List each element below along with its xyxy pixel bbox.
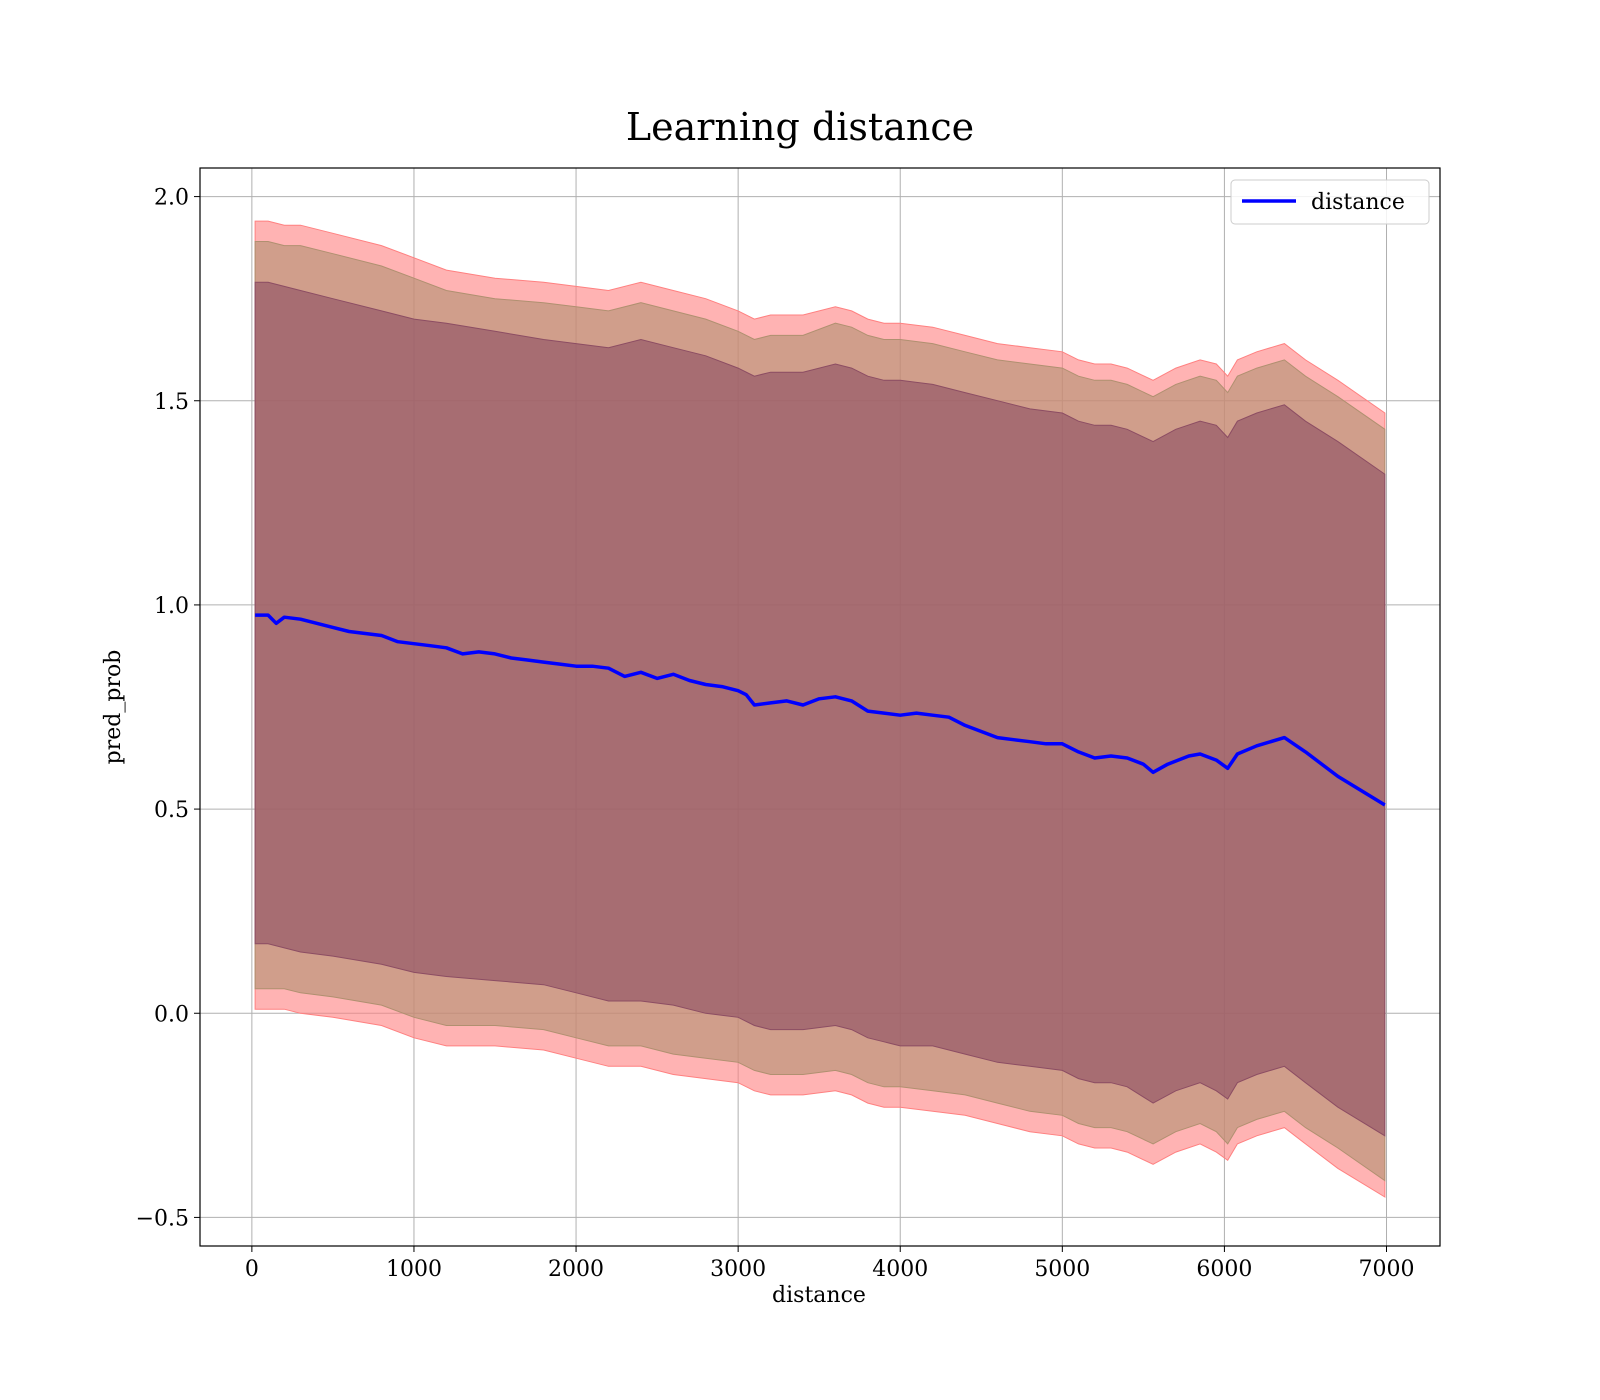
y-tick-label: 2.0	[154, 186, 189, 211]
y-tick-label: 1.5	[154, 390, 189, 415]
y-tick-label: 0.0	[154, 1002, 189, 1027]
series-line	[255, 613, 1386, 807]
x-tick-label: 6000	[1196, 1257, 1252, 1282]
x-tick-label: 1000	[386, 1257, 442, 1282]
legend: distance	[1230, 179, 1430, 225]
x-tick-label: 5000	[1034, 1257, 1090, 1282]
y-tick-label: −0.5	[136, 1206, 189, 1231]
x-tick-label: 2000	[548, 1257, 604, 1282]
chart-title: Learning distance	[626, 105, 974, 149]
confidence-bands	[254, 220, 1386, 1198]
x-axis-label: distance	[772, 1283, 866, 1308]
x-tick-label: 3000	[710, 1257, 766, 1282]
confidence-band	[254, 281, 1386, 1137]
y-axis: −0.5 0.0 0.5 1.0 1.5 2.0	[136, 186, 200, 1231]
series-lines	[255, 613, 1386, 807]
legend-label: distance	[1311, 190, 1405, 215]
x-tick-label: 4000	[872, 1257, 928, 1282]
y-tick-label: 1.0	[154, 594, 189, 619]
x-tick-label: 7000	[1359, 1257, 1415, 1282]
y-axis-label: pred_prob	[101, 650, 126, 765]
plot-area	[199, 167, 1441, 1247]
x-tick-label: 0	[245, 1257, 259, 1282]
y-tick-label: 0.5	[154, 798, 189, 823]
x-axis: 0 1000 2000 3000 4000 5000 6000 7000	[245, 1246, 1415, 1282]
legend-box	[1230, 179, 1430, 225]
